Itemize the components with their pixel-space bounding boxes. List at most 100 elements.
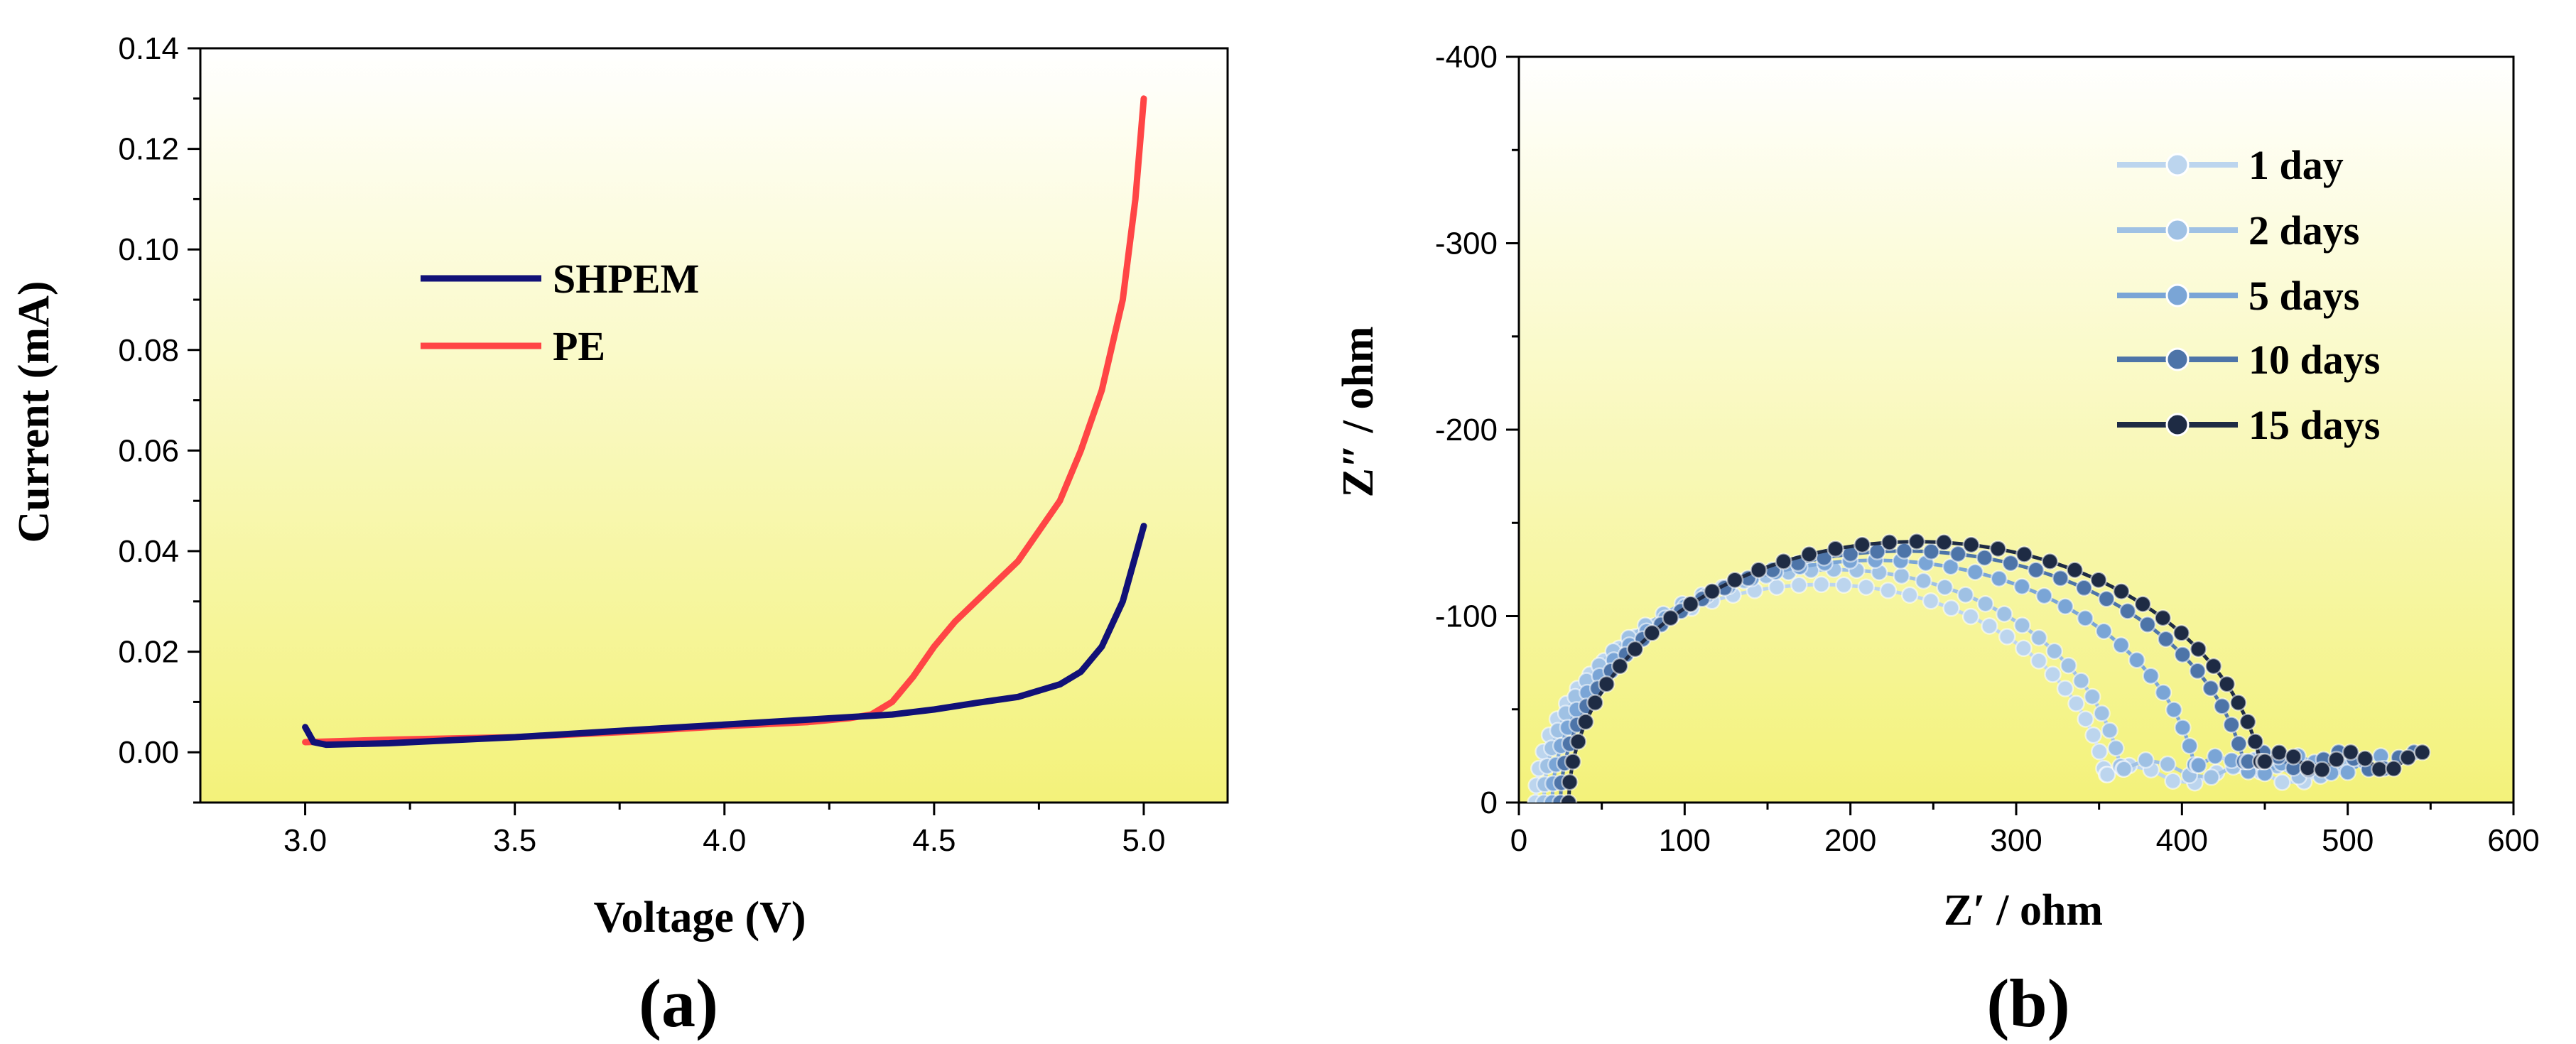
data-point-15-days: [2015, 545, 2033, 563]
data-point-2-days: [1976, 594, 1994, 613]
data-point-15-days: [2413, 744, 2431, 761]
data-point-15-days: [1989, 540, 2007, 558]
data-point-5-days: [1942, 558, 1960, 576]
chart-a-ytick-label: 0.02: [118, 635, 179, 670]
chart-a-legend: SHPEM PE: [421, 256, 699, 369]
legend-entry-15-days: 15 days: [2117, 402, 2380, 448]
data-point-15-days: [1586, 694, 1604, 712]
data-point-10-days: [2230, 735, 2248, 753]
data-point-1-day: [2164, 772, 2182, 790]
chart-a-xtick-label: 3.0: [283, 823, 327, 858]
data-point-1-day: [1857, 578, 1876, 596]
data-point-5-days: [2112, 636, 2130, 654]
data-point-15-days: [1598, 675, 1616, 693]
data-point-1-day: [1812, 575, 1831, 594]
data-point-1-day: [2077, 710, 2094, 728]
data-point-15-days: [2089, 571, 2108, 589]
chart-a-panel-label: (a): [639, 965, 718, 1041]
data-point-5-days: [2056, 597, 2074, 616]
chart-a-plot-area: [199, 47, 1229, 804]
chart-b-ytick-label: -200: [1435, 413, 1498, 447]
data-point-2-days: [2101, 722, 2118, 739]
data-point-15-days: [1569, 732, 1587, 751]
chart-b-series: [1527, 533, 2431, 803]
chart-a-ylabel: Current (mA): [10, 281, 58, 543]
data-point-1-day: [1998, 628, 2016, 646]
data-point-10-days: [2001, 554, 2020, 572]
legend-marker-10-days: [2165, 347, 2190, 371]
data-point-15-days: [2370, 760, 2388, 778]
chart-a-series: [302, 95, 1147, 749]
chart-b-panel-label: (b): [1986, 965, 2069, 1041]
data-point-5-days: [2035, 587, 2053, 605]
data-point-1-day: [2090, 743, 2109, 761]
data-point-1-day: [1922, 592, 1940, 610]
legend-label-1-day: 1 day: [2248, 142, 2344, 188]
data-point-10-days: [2097, 590, 2116, 608]
data-point-2-days: [2137, 751, 2155, 769]
data-point-2-days: [1893, 567, 1910, 585]
data-point-15-days: [2285, 748, 2302, 766]
data-point-15-days: [1775, 553, 1792, 570]
data-point-15-days: [1907, 533, 1926, 550]
data-point-15-days: [2313, 761, 2331, 779]
chart-b-xlabel: Z′ / ohm: [1944, 886, 2103, 935]
data-point-1-day: [1961, 607, 1980, 626]
data-point-5-days: [2095, 622, 2113, 640]
data-point-15-days: [2385, 760, 2403, 778]
legend-marker-5-days: [2165, 283, 2190, 308]
chart-a-ytick-label: 0.00: [118, 735, 179, 770]
data-point-15-days: [1564, 753, 1582, 771]
chart-b-xtick-label: 600: [2487, 823, 2539, 858]
data-point-10-days: [2173, 646, 2192, 663]
data-point-2-days: [2115, 760, 2133, 778]
data-point-15-days: [2218, 675, 2236, 693]
data-point-10-days: [1976, 549, 1993, 567]
data-point-15-days: [2204, 657, 2223, 675]
chart-b-plot-area: [1517, 55, 2515, 804]
data-point-15-days: [2327, 751, 2346, 768]
data-point-2-days: [2083, 687, 2101, 706]
data-point-10-days: [1949, 545, 1967, 563]
data-point-10-days: [2157, 630, 2175, 648]
legend-marker-15-days: [2165, 413, 2190, 437]
data-point-1-day: [2099, 766, 2116, 783]
data-point-2-days: [1996, 605, 2013, 623]
data-point-15-days: [2399, 749, 2417, 766]
data-point-10-days: [2222, 716, 2241, 734]
data-point-10-days: [2027, 561, 2045, 579]
data-point-15-days: [2066, 561, 2084, 579]
chart-a: 3.0 3.5 4.0 4.5 5.0 0.00 0.02 0.04 0.06 0.08 0.10 0…: [10, 31, 1229, 1041]
data-point-15-days: [2246, 732, 2264, 751]
data-point-2-days: [2060, 656, 2077, 675]
data-point-15-days: [1662, 609, 1679, 627]
chart-a-ytick-label: 0.04: [118, 534, 179, 569]
data-point-1-day: [1790, 576, 1808, 594]
data-point-2-days: [2093, 705, 2111, 722]
data-point-15-days: [1682, 595, 1700, 613]
data-point-15-days: [2270, 744, 2288, 761]
data-point-10-days: [2202, 679, 2220, 697]
data-point-5-days: [2076, 609, 2094, 627]
data-point-5-days: [2190, 756, 2207, 774]
data-point-2-days: [2045, 642, 2064, 660]
legend-entry-2-days: 2 days: [2117, 207, 2359, 254]
data-point-15-days: [2154, 609, 2172, 627]
chart-a-xlabel: Voltage (V): [593, 893, 806, 942]
legend-entry-5-days: 5 days: [2117, 273, 2359, 319]
series-line-15-days: [1566, 539, 2423, 803]
chart-a-xtick-label: 4.5: [912, 823, 956, 858]
chart-b-ytick-label: -300: [1435, 227, 1498, 261]
data-point-5-days: [1966, 563, 1984, 581]
data-point-15-days: [2041, 553, 2059, 570]
data-point-1-day: [2067, 695, 2085, 712]
data-point-15-days: [2299, 759, 2317, 777]
data-point-15-days: [1962, 535, 1980, 554]
legend-entry-1-day: 1 day: [2117, 142, 2344, 188]
data-point-10-days: [1922, 543, 1940, 560]
data-point-1-day: [2084, 726, 2102, 744]
data-point-15-days: [1750, 561, 1768, 579]
chart-a-ytick-label: 0.12: [118, 132, 179, 167]
legend-label-2-days: 2 days: [2248, 207, 2359, 254]
chart-a-ytick-label: 0.06: [118, 433, 179, 468]
